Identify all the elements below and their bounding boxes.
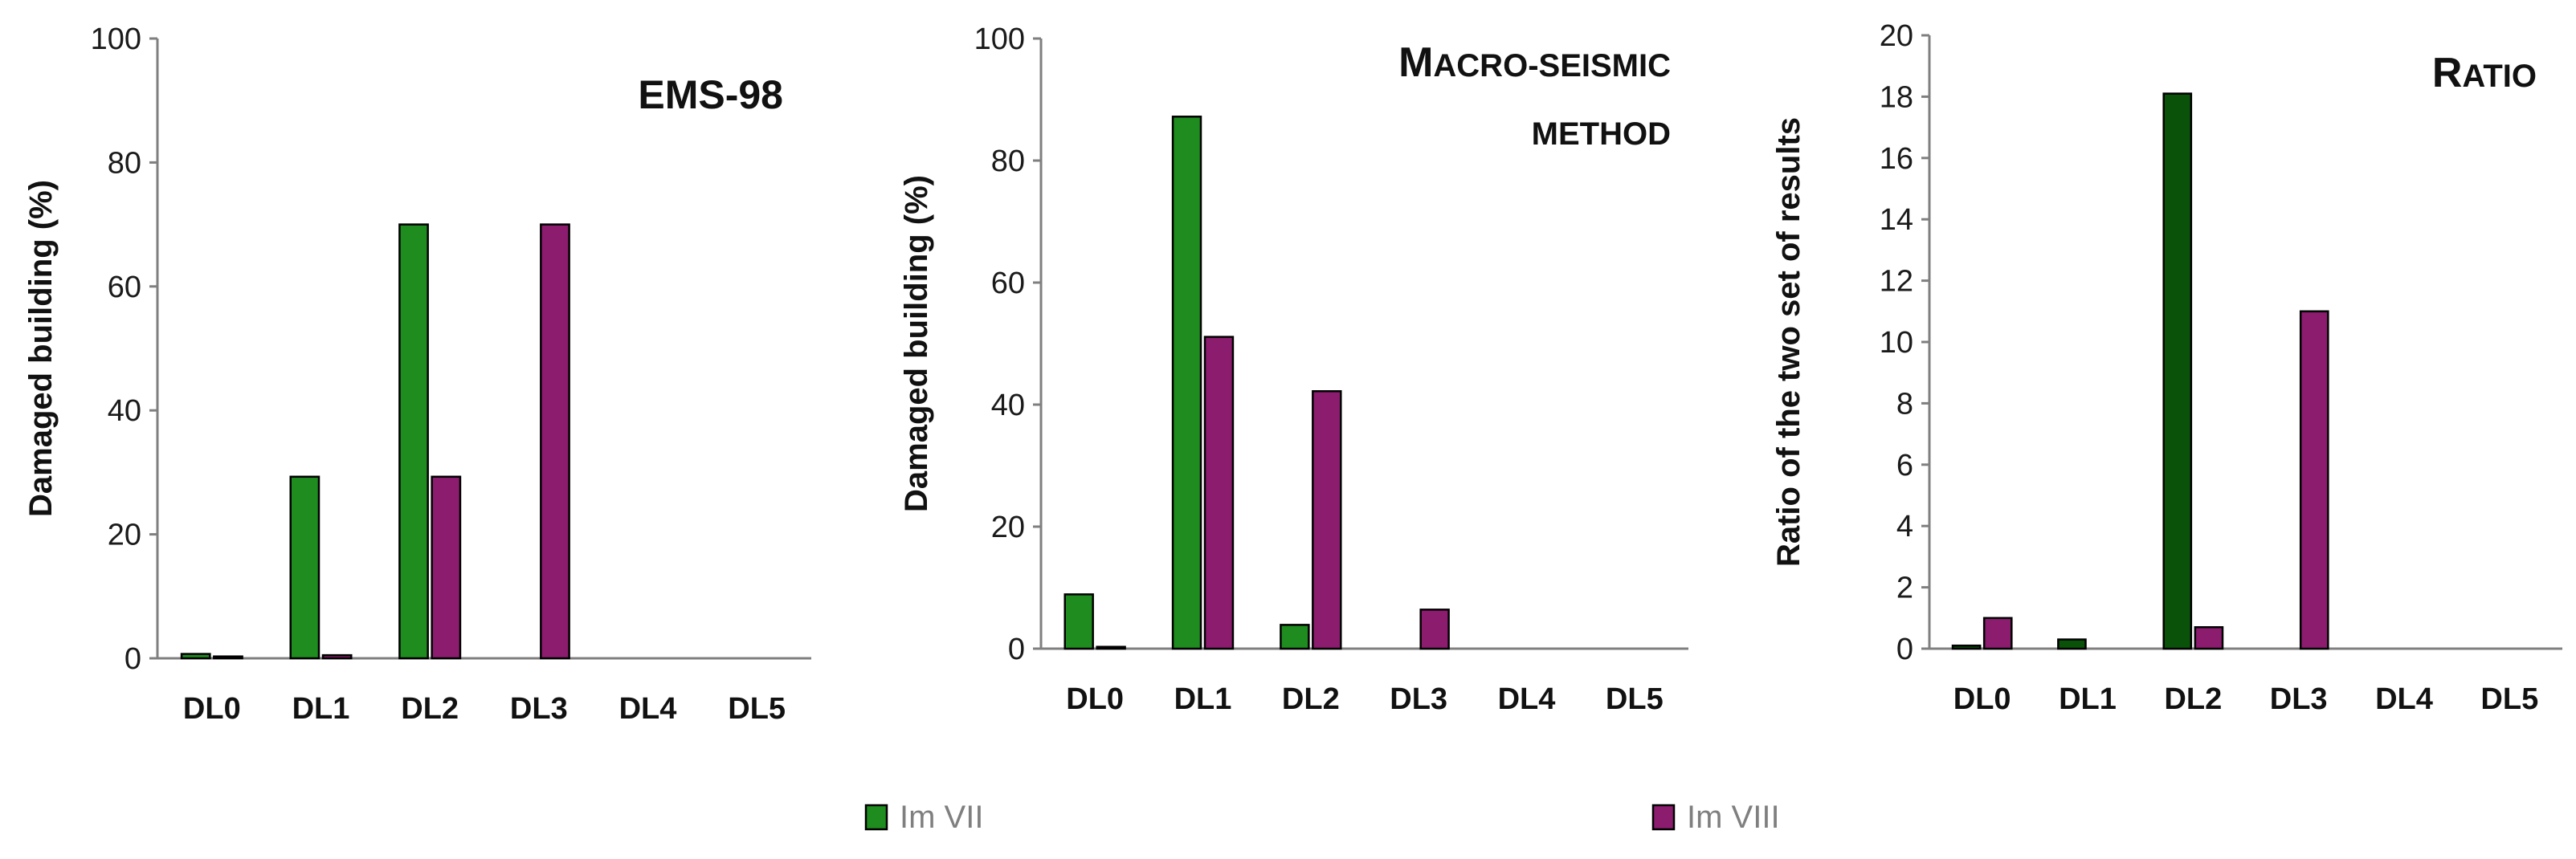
x-tick-label: DL4 <box>619 692 677 726</box>
y-tick-label: 20 <box>1880 19 1913 53</box>
x-tick-label: DL5 <box>1606 682 1664 716</box>
y-axis-label: Ratio of the two set of results <box>1771 117 1806 567</box>
legend-swatch-im-vii <box>864 804 888 831</box>
y-tick-label: 10 <box>1880 326 1913 360</box>
y-axis-label: Damaged building (%) <box>23 180 59 517</box>
y-tick-label: 100 <box>91 22 141 56</box>
x-tick-label: DL0 <box>1953 682 2011 716</box>
x-tick-label: DL3 <box>2270 682 2328 716</box>
x-tick-label: DL1 <box>292 692 350 726</box>
x-tick-label: DL0 <box>183 692 241 726</box>
x-tick-label: DL1 <box>2059 682 2117 716</box>
y-tick-label: 0 <box>1008 633 1025 666</box>
x-tick-label: DL3 <box>1390 682 1447 716</box>
chart-title: METHOD <box>1532 116 1671 152</box>
legend: Im VII Im VIII <box>864 800 1780 835</box>
x-tick-label: DL4 <box>1498 682 1556 716</box>
legend-label: Im VII <box>900 800 983 835</box>
x-tick-label: DL0 <box>1066 682 1124 716</box>
y-tick-label: 0 <box>1896 633 1913 666</box>
bar-im-vii-dl1 <box>1171 116 1202 650</box>
bar-im-viii-dl0 <box>213 655 243 660</box>
y-tick-label: 4 <box>1896 510 1913 543</box>
bar-im-viii-dl2 <box>1312 390 1342 650</box>
x-tick-label: DL3 <box>510 692 568 726</box>
y-tick-label: 6 <box>1896 449 1913 482</box>
y-tick-label: 18 <box>1880 80 1913 114</box>
x-tick-label: DL2 <box>1282 682 1340 716</box>
bar-im-vii-dl2 <box>1280 624 1310 650</box>
y-tick-label: 12 <box>1880 265 1913 299</box>
x-tick-label: DL5 <box>2480 682 2538 716</box>
chart-panel-2: 0 20 40 60 80 100 Damaged building (%) DL0 DL1 DL… <box>899 22 1688 716</box>
x-tick-label: DL2 <box>2164 682 2222 716</box>
bar-im-vii-dl2 <box>398 223 429 660</box>
y-tick-label: 40 <box>108 394 141 428</box>
y-tick-label: 20 <box>991 511 1025 544</box>
bar-im-vii-dl1 <box>2057 638 2087 650</box>
y-axis-label: Damaged building (%) <box>899 175 934 512</box>
bar-im-viii-dl3 <box>1419 609 1450 650</box>
y-tick-label: 20 <box>108 519 141 552</box>
y-tick-label: 2 <box>1896 572 1913 605</box>
legend-swatch-im-viii <box>1651 804 1676 831</box>
bar-im-vii-dl1 <box>289 475 320 660</box>
y-tick-label: 80 <box>991 145 1025 178</box>
bar-im-viii-dl0 <box>1096 645 1126 650</box>
x-tick-label: DL1 <box>1174 682 1232 716</box>
y-tick-label: 80 <box>108 146 141 180</box>
x-tick-label: DL5 <box>728 692 786 726</box>
bar-im-viii-dl0 <box>1982 617 2013 650</box>
x-tick-label: DL2 <box>401 692 459 726</box>
chart-panel-1: 0 20 40 60 80 100 Damaged building (%) DL0 DL1 DL… <box>23 22 811 726</box>
bar-im-vii-dl2 <box>2162 92 2193 650</box>
chart-title: RATIO <box>2432 50 2537 96</box>
bar-im-viii-dl1 <box>1203 336 1235 650</box>
bar-im-viii-dl3 <box>540 223 570 660</box>
chart-panel-3: 0 2 4 6 8 10 12 14 16 18 20 Ratio of the two set of… <box>1771 19 2562 716</box>
y-tick-label: 8 <box>1896 387 1913 421</box>
bar-im-viii-dl2 <box>431 475 462 660</box>
x-tick-label: DL4 <box>2375 682 2433 716</box>
y-tick-label: 0 <box>125 642 141 676</box>
legend-label: Im VIII <box>1687 800 1780 835</box>
y-tick-label: 60 <box>991 267 1025 300</box>
y-tick-label: 14 <box>1880 203 1913 237</box>
bar-im-viii-dl3 <box>2299 310 2329 650</box>
bar-im-vii-dl0 <box>180 653 211 660</box>
bar-im-vii-dl0 <box>1951 644 1982 650</box>
y-tick-label: 60 <box>108 271 141 304</box>
bar-im-viii-dl2 <box>2194 626 2224 650</box>
y-tick-label: 16 <box>1880 142 1913 176</box>
bar-im-vii-dl0 <box>1063 593 1094 650</box>
chart-title: EMS-98 <box>638 72 783 117</box>
y-tick-label: 100 <box>974 22 1025 56</box>
chart-title: MACRO-SEISMIC <box>1398 39 1671 86</box>
y-tick-label: 40 <box>991 389 1025 422</box>
bar-im-viii-dl1 <box>321 653 353 660</box>
